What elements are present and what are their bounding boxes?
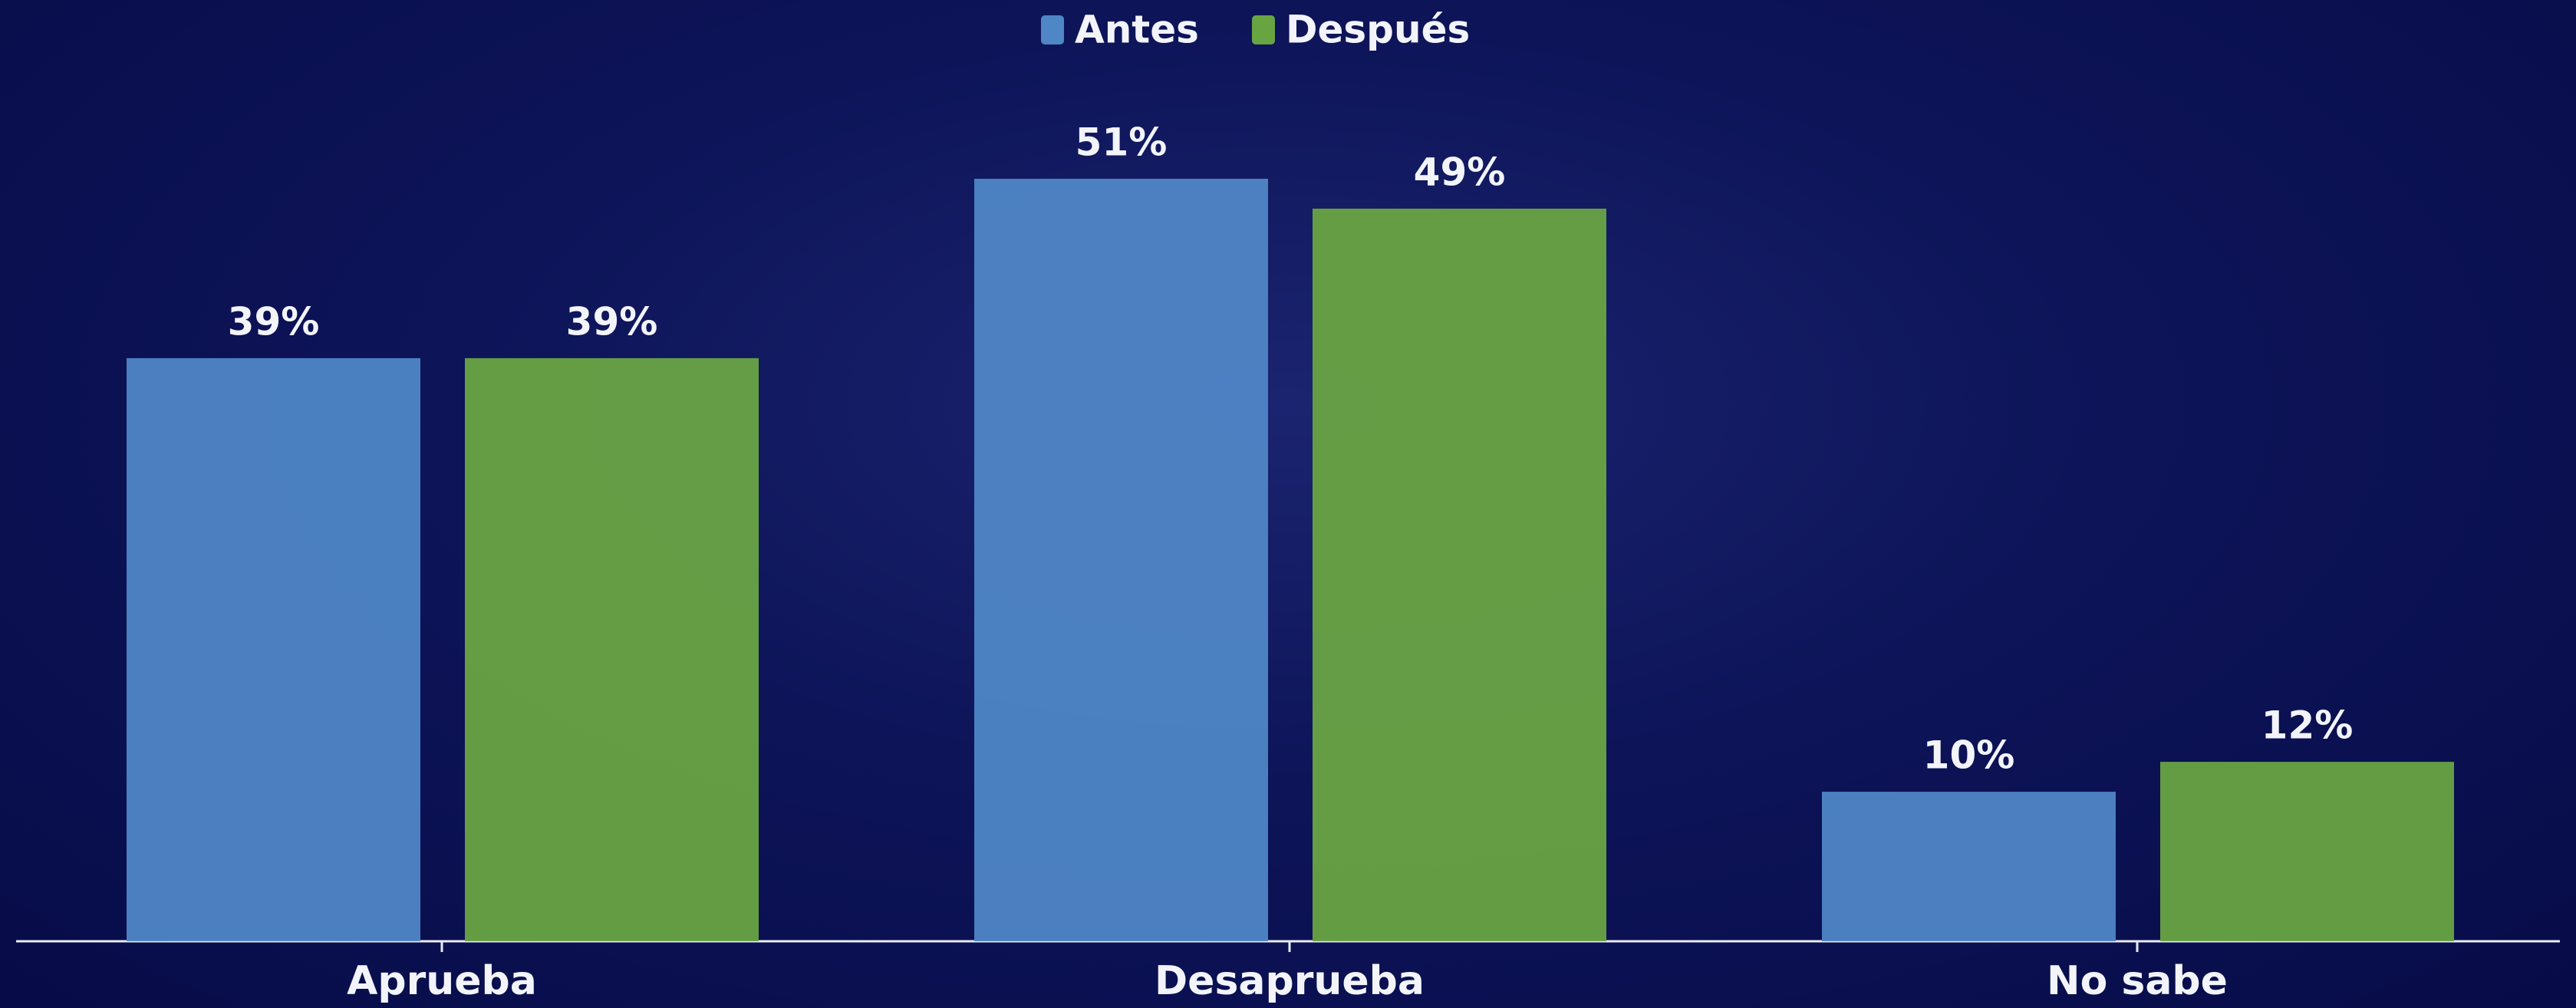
bar bbox=[1313, 209, 1606, 941]
legend-label: Antes bbox=[1075, 8, 1199, 52]
value-label: 10% bbox=[1923, 733, 2015, 778]
value-label: 51% bbox=[1076, 120, 1168, 165]
chart: Antes Después Aprueba Desaprueba No sabe 39% 5… bbox=[0, 0, 2576, 1008]
value-label: 39% bbox=[566, 299, 658, 344]
legend-swatch bbox=[1252, 15, 1275, 44]
x-tick-label: Aprueba bbox=[347, 958, 537, 1004]
value-label: 12% bbox=[2261, 703, 2354, 748]
bar bbox=[974, 179, 1268, 941]
value-label: 39% bbox=[228, 299, 320, 344]
legend-label: Después bbox=[1286, 8, 1470, 52]
bar bbox=[2160, 762, 2454, 941]
bar bbox=[127, 358, 420, 941]
x-tick-label: No sabe bbox=[2047, 958, 2228, 1004]
legend-swatch bbox=[1041, 15, 1064, 44]
page: Antes Después Aprueba Desaprueba No sabe 39% 5… bbox=[0, 0, 2576, 1008]
bar bbox=[1822, 792, 2116, 941]
x-tick-label: Desaprueba bbox=[1155, 958, 1425, 1004]
value-label: 49% bbox=[1414, 150, 1506, 194]
bar bbox=[465, 358, 759, 941]
